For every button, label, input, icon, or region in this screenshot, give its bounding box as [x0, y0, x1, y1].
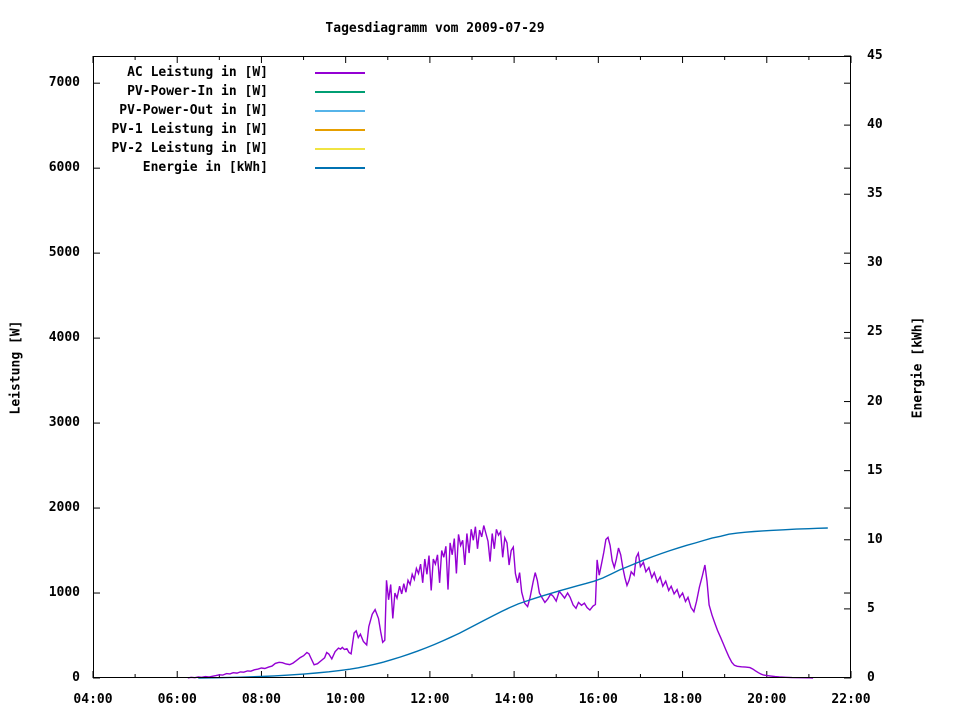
legend-label: PV-1 Leistung in [W] [111, 122, 268, 137]
legend-row-pv-power-in: PV-Power-In in [W] [94, 82, 394, 101]
x-tick-label: 14:00 [494, 692, 534, 707]
chart-title: Tagesdiagramm vom 2009-07-29 [325, 21, 545, 36]
legend-row-energie: Energie in [kWh] [94, 158, 394, 177]
legend-row-pv-power-out: PV-Power-Out in [W] [94, 101, 394, 120]
legend: AC Leistung in [W] PV-Power-In in [W] PV… [94, 63, 394, 177]
legend-row-ac-leistung: AC Leistung in [W] [94, 63, 394, 82]
legend-line-sample-pv-in [315, 91, 365, 93]
x-tick-label: 08:00 [241, 692, 281, 707]
x-tick-label: 10:00 [326, 692, 366, 707]
legend-row-pv1-leistung: PV-1 Leistung in [W] [94, 120, 394, 139]
legend-line-sample-energie [315, 167, 365, 169]
y-right-tick-label: 45 [867, 48, 883, 63]
series-line-1 [198, 527, 828, 679]
y-left-tick-label: 4000 [48, 330, 80, 346]
x-tick-label: 18:00 [662, 692, 703, 707]
y-right-tick-label: 30 [867, 255, 883, 271]
y-right-tick-label: 0 [867, 670, 875, 685]
y-left-tick-label: 5000 [48, 245, 80, 261]
x-tick-label: 12:00 [410, 692, 450, 707]
x-tick-label: 20:00 [747, 692, 787, 707]
legend-label: PV-Power-In in [W] [127, 84, 268, 99]
y-right-tick-label: 40 [867, 117, 883, 133]
y-right-tick-label: 10 [867, 531, 883, 547]
legend-label: PV-2 Leistung in [W] [111, 141, 268, 156]
legend-label: Energie in [kWh] [142, 160, 268, 175]
y-right-tick-label: 15 [867, 462, 883, 478]
legend-row-pv2-leistung: PV-2 Leistung in [W] [94, 139, 394, 158]
legend-label: AC Leistung in [W] [127, 65, 268, 80]
y-left-tick-label: 7000 [48, 75, 80, 91]
y-right-tick-label: 5 [867, 600, 875, 616]
series-line-0 [187, 525, 814, 679]
legend-line-sample-ac [315, 72, 365, 74]
x-tick-label: 04:00 [73, 692, 113, 707]
legend-line-sample-pv1 [315, 129, 365, 131]
y-right-tick-label: 35 [867, 186, 883, 202]
y-right-tick-label: 25 [867, 324, 883, 340]
legend-label: PV-Power-Out in [W] [119, 103, 268, 118]
y-left-tick-label: 1000 [48, 585, 80, 601]
y-left-tick-label: 6000 [48, 160, 80, 176]
x-tick-label: 22:00 [831, 692, 871, 707]
y-left-tick-label: 2000 [48, 500, 80, 516]
y-left-tick-label: 0 [72, 670, 80, 685]
legend-line-sample-pv-out [315, 110, 365, 112]
plot-area: AC Leistung in [W] PV-Power-In in [W] PV… [93, 56, 851, 678]
legend-line-sample-pv2 [315, 148, 365, 150]
x-tick-label: 16:00 [578, 692, 618, 707]
x-tick-label: 06:00 [157, 692, 197, 707]
y-left-tick-label: 3000 [48, 415, 80, 431]
y-right-tick-label: 20 [867, 393, 883, 409]
